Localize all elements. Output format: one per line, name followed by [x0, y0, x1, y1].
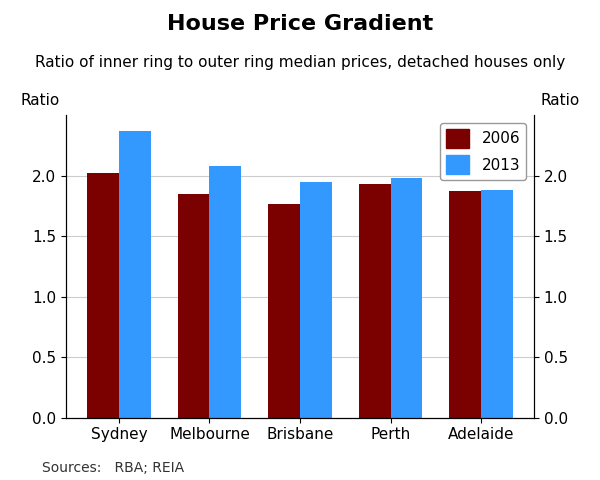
Bar: [268, 204, 300, 418]
Text: House Price Gradient: House Price Gradient: [167, 14, 433, 35]
Bar: [209, 166, 241, 418]
Text: Sources:   RBA; REIA: Sources: RBA; REIA: [42, 461, 184, 475]
Bar: [119, 131, 151, 418]
Bar: [481, 190, 513, 418]
Text: Ratio: Ratio: [540, 93, 579, 108]
Text: Ratio of inner ring to outer ring median prices, detached houses only: Ratio of inner ring to outer ring median…: [35, 55, 565, 70]
Bar: [359, 184, 391, 418]
Text: Ratio: Ratio: [21, 93, 60, 108]
Bar: [87, 173, 119, 418]
Bar: [300, 182, 332, 418]
Bar: [391, 178, 422, 418]
Bar: [178, 194, 209, 418]
Bar: [449, 192, 481, 418]
Legend: 2006, 2013: 2006, 2013: [440, 123, 526, 180]
